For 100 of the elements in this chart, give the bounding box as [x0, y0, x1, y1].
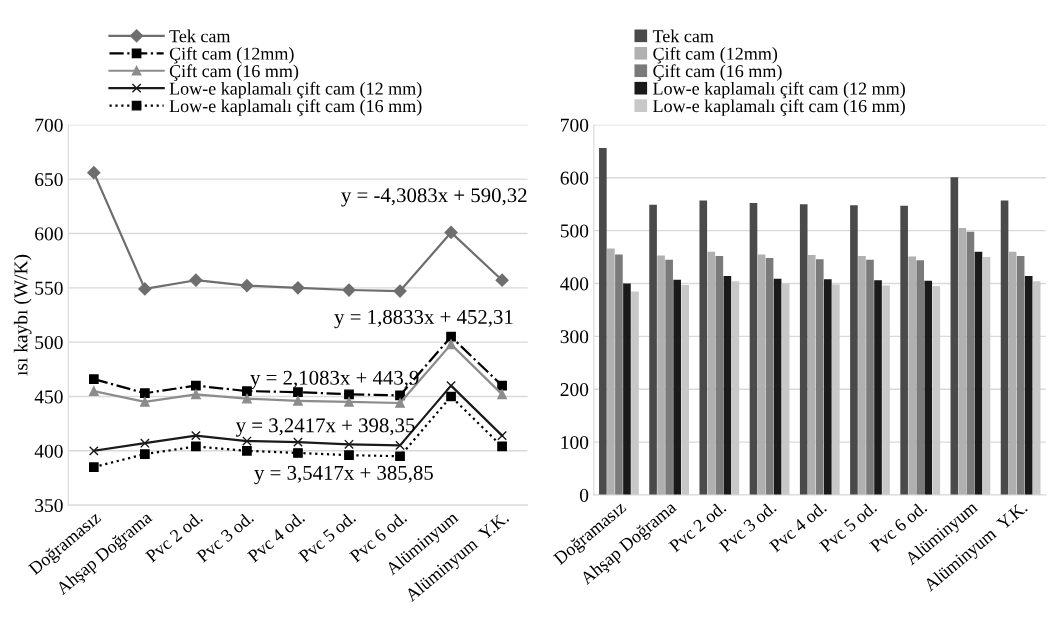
bar	[665, 259, 673, 495]
y-tick-label: 400	[34, 444, 63, 458]
point	[497, 380, 507, 391]
bar	[874, 280, 882, 495]
bar	[715, 255, 724, 495]
point	[189, 273, 203, 287]
point	[342, 283, 356, 297]
point	[88, 462, 99, 472]
point	[395, 398, 405, 408]
bar	[908, 256, 916, 495]
point	[138, 282, 152, 296]
bar	[1024, 276, 1033, 495]
y-tick-label: 0	[579, 488, 589, 502]
annotation: y = -4,3083x + 590,32	[341, 188, 527, 207]
annotation: y = 1,8833x + 452,31	[334, 309, 513, 329]
bar	[950, 177, 959, 495]
legend-label: Çift cam (12mm)	[169, 46, 294, 64]
bar	[631, 291, 639, 495]
bar	[699, 200, 708, 495]
point	[344, 439, 354, 450]
point	[140, 449, 150, 459]
point	[191, 430, 201, 441]
point	[446, 339, 456, 350]
bar	[858, 255, 866, 495]
y-tick-label: 100	[561, 435, 589, 450]
bar	[866, 259, 874, 495]
y-tick-label: 350	[35, 498, 63, 513]
bar	[850, 205, 858, 495]
bar	[807, 254, 816, 495]
legend-label: Low-e kaplamalı çift cam (16 mm)	[169, 99, 422, 116]
bar	[781, 283, 790, 495]
legend-label: Low-e kaplamalı çift cam (12 mm)	[169, 81, 422, 99]
point	[88, 374, 99, 384]
bar	[757, 254, 766, 495]
point	[291, 281, 305, 295]
point	[344, 450, 354, 461]
bar	[599, 148, 607, 495]
annotation: y = 3,2417x + 398,35	[235, 418, 415, 437]
point	[242, 436, 252, 446]
point	[140, 388, 150, 399]
y-tick-label: 500	[35, 335, 63, 350]
point	[293, 448, 303, 458]
bar	[1016, 255, 1025, 495]
point	[395, 440, 405, 451]
bar	[657, 255, 665, 495]
y-tick-label: 200	[560, 383, 589, 397]
y-tick-label: 500	[560, 224, 589, 238]
bar	[958, 227, 967, 495]
y-tick-label: 550	[35, 281, 63, 295]
bar	[707, 251, 716, 495]
legend-label: Tek cam	[652, 29, 714, 43]
bar	[916, 260, 925, 495]
point	[497, 441, 507, 452]
y-tick-label: 600	[560, 171, 589, 185]
legend-label: Çift cam (16 mm)	[653, 64, 782, 81]
y-tick-label: 650	[35, 172, 63, 187]
point	[88, 386, 99, 396]
bar	[623, 283, 631, 495]
point	[344, 397, 354, 407]
point	[446, 391, 456, 402]
y-tick-label: 700	[561, 118, 589, 132]
bar	[966, 231, 975, 495]
bar	[924, 280, 933, 495]
y-tick-label: 300	[560, 330, 589, 344]
bar	[1000, 200, 1009, 495]
bar	[749, 203, 758, 495]
point	[395, 451, 405, 462]
y-tick-label: 700	[35, 118, 63, 132]
bar	[649, 204, 657, 495]
point	[87, 166, 101, 180]
bar	[974, 251, 983, 495]
bar	[832, 284, 840, 495]
annotation: y = 3,5417x + 385,85	[254, 465, 433, 485]
point	[140, 438, 150, 449]
point	[191, 380, 201, 391]
bar	[723, 276, 732, 495]
point	[497, 389, 507, 400]
bar	[815, 259, 824, 495]
point	[344, 389, 354, 400]
bar	[824, 279, 832, 495]
y-tick-label: 400	[560, 277, 589, 291]
point	[497, 430, 507, 441]
legend-label: Low-e kaplamalı çift cam (16 mm)	[653, 99, 905, 116]
point	[495, 273, 509, 287]
bar	[607, 248, 615, 495]
legend-label: Çift cam (12mm)	[653, 46, 778, 64]
y-tick-label: 600	[35, 227, 63, 241]
bar	[731, 281, 740, 495]
point	[293, 387, 303, 398]
bar	[1008, 251, 1017, 495]
point	[293, 395, 303, 406]
point	[293, 437, 303, 447]
point	[393, 284, 407, 298]
bar	[765, 258, 774, 495]
bar	[681, 285, 690, 495]
point	[191, 389, 201, 400]
bar	[1032, 281, 1041, 495]
bar	[673, 279, 681, 495]
point	[191, 441, 201, 452]
legend-label: Çift cam (16 mm)	[169, 64, 299, 81]
